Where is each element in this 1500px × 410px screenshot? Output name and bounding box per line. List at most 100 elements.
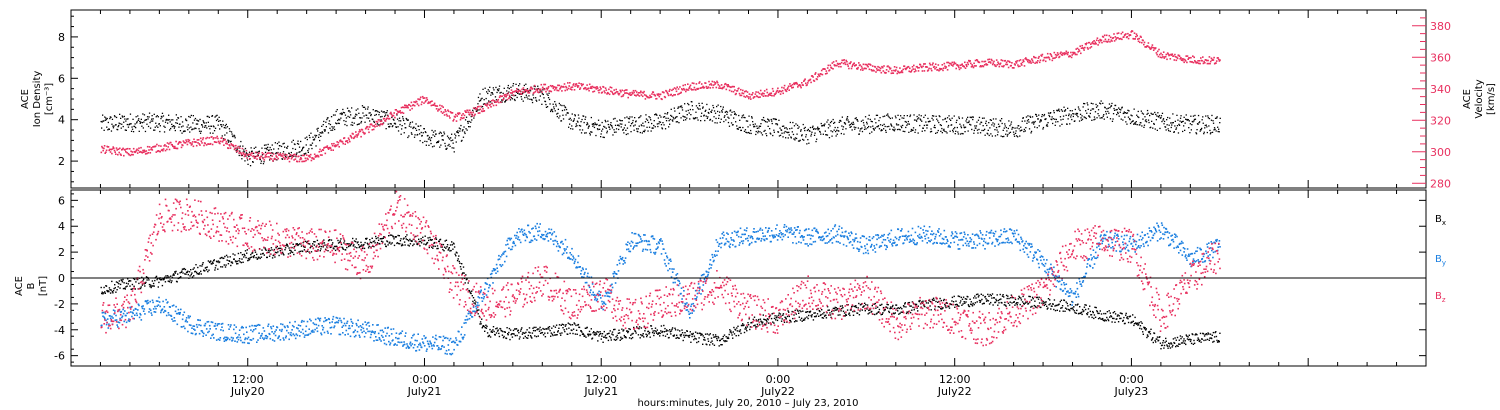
data-point [1081, 115, 1083, 117]
data-point [455, 141, 457, 143]
data-point [348, 116, 351, 118]
data-point [675, 90, 678, 93]
data-point [1080, 52, 1082, 55]
data-point [760, 132, 763, 134]
data-point [1027, 119, 1030, 121]
data-point [466, 278, 468, 280]
data-point [526, 89, 529, 92]
data-point [211, 143, 214, 146]
data-point [539, 89, 541, 92]
data-point [1187, 58, 1189, 60]
data-point [1143, 126, 1145, 128]
data-point [181, 270, 183, 272]
data-point [173, 147, 175, 149]
data-point [323, 120, 325, 123]
data-point [1112, 118, 1114, 120]
data-point [828, 69, 831, 71]
data-point [471, 295, 473, 297]
data-point [381, 115, 383, 118]
data-point [119, 113, 121, 115]
data-point [923, 63, 925, 65]
data-point [461, 117, 464, 120]
data-point [498, 101, 500, 104]
data-point [816, 138, 818, 140]
data-point [600, 136, 602, 138]
data-point [326, 145, 329, 147]
data-point [118, 283, 120, 285]
data-point [948, 115, 950, 117]
data-point [611, 127, 614, 129]
data-point [600, 332, 602, 335]
data-point [474, 108, 476, 110]
data-point [1031, 116, 1034, 118]
data-point [1188, 57, 1191, 59]
data-point [538, 328, 540, 330]
data-point [1133, 123, 1135, 125]
data-point [188, 127, 190, 129]
data-point [1103, 118, 1105, 120]
data-point [440, 110, 443, 113]
data-point [251, 152, 254, 155]
data-point [376, 121, 379, 123]
data-point [772, 90, 775, 92]
data-point [640, 115, 642, 117]
data-point [1068, 114, 1070, 117]
data-point [542, 87, 545, 90]
data-point [579, 129, 581, 131]
data-point [1113, 109, 1116, 111]
data-point [265, 153, 268, 156]
data-point [380, 120, 383, 122]
data-point [1178, 124, 1181, 126]
data-point [444, 109, 446, 111]
data-point [568, 327, 570, 329]
data-point [908, 123, 910, 125]
data-point [730, 114, 732, 116]
data-point [145, 119, 148, 121]
data-point [379, 116, 382, 118]
data-point [234, 147, 236, 149]
data-point [1079, 45, 1081, 47]
data-point [1133, 32, 1136, 34]
data-point [1193, 118, 1196, 121]
data-point [344, 249, 347, 251]
data-point [425, 144, 427, 146]
data-point [452, 248, 454, 250]
data-point [522, 331, 524, 334]
data-point [520, 328, 522, 331]
data-point [743, 130, 746, 132]
data-point [431, 239, 433, 241]
data-point [836, 133, 838, 135]
data-point [379, 124, 381, 126]
data-point [112, 125, 114, 127]
data-point [514, 328, 516, 330]
data-point [1158, 114, 1161, 117]
data-point [596, 128, 599, 130]
data-point [221, 135, 223, 137]
data-point [738, 92, 741, 95]
data-point [1021, 129, 1023, 131]
data-point [372, 118, 374, 121]
data-point [777, 91, 780, 94]
data-point [803, 80, 805, 82]
data-point [537, 328, 539, 330]
data-point [271, 257, 274, 259]
data-point [306, 250, 309, 252]
data-point [1069, 123, 1071, 125]
data-point [1130, 31, 1132, 33]
data-point [1084, 116, 1086, 119]
data-point [1129, 34, 1132, 36]
data-point [217, 140, 220, 143]
data-point [263, 159, 266, 161]
data-point [196, 119, 198, 121]
data-point [765, 88, 768, 91]
data-point [1051, 118, 1053, 121]
data-point [264, 151, 267, 153]
data-point [118, 151, 120, 154]
data-point [179, 123, 181, 125]
data-point [1042, 126, 1045, 129]
data-point [763, 119, 766, 122]
data-point [193, 138, 195, 141]
data-point [506, 90, 508, 92]
data-point [813, 127, 815, 130]
data-point [708, 83, 711, 86]
